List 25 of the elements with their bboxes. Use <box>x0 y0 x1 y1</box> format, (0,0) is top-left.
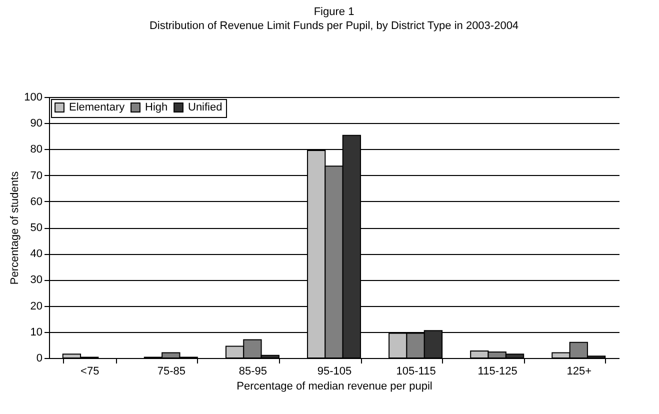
y-tick-label: 60 <box>30 196 42 208</box>
y-tick-label: 90 <box>30 118 42 130</box>
y-tick-label: 100 <box>24 92 42 104</box>
y-tick-label: 20 <box>30 300 42 312</box>
y-tick-label: 80 <box>30 144 42 156</box>
x-axis-title: Percentage of median revenue per pupil <box>236 380 432 392</box>
x-tick-label: <75 <box>80 366 100 378</box>
x-tick-label: 75-85 <box>157 366 186 378</box>
y-tick-label: 50 <box>30 222 42 234</box>
chart-subtitle: Distribution of Revenue Limit Funds per Pupil, by District Type in 2003-2004 <box>149 20 519 32</box>
y-tick-label: 0 <box>36 352 42 364</box>
y-tick-label: 30 <box>30 274 42 286</box>
x-tick-label: 105-115 <box>396 366 436 378</box>
y-tick-label: 10 <box>30 326 42 338</box>
x-tick-label: 85-95 <box>238 366 268 378</box>
chart-title: Figure 1 <box>314 6 354 18</box>
legend-label: High <box>145 102 168 114</box>
x-tick-label: 95-105 <box>317 366 352 378</box>
x-tick-label: 115-125 <box>478 366 518 378</box>
x-tick-label: 125+ <box>566 366 592 378</box>
y-tick-label: 70 <box>30 170 42 182</box>
legend-label: Elementary <box>69 102 126 114</box>
legend-label: Unified <box>188 102 222 114</box>
y-axis-title: Percentage of students <box>9 170 22 285</box>
y-tick-label: 40 <box>30 248 42 260</box>
